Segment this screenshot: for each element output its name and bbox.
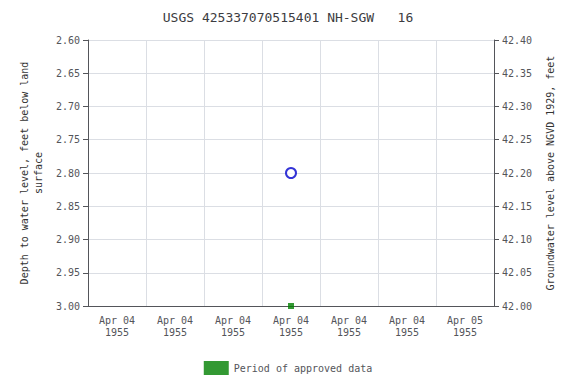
svg-text:1955: 1955 [221, 327, 245, 338]
svg-text:Apr 04: Apr 04 [273, 315, 309, 326]
svg-text:42.40: 42.40 [502, 35, 532, 46]
svg-text:1955: 1955 [453, 327, 477, 338]
svg-text:Apr 04: Apr 04 [215, 315, 251, 326]
svg-text:2.90: 2.90 [56, 234, 80, 245]
svg-text:surface: surface [33, 152, 44, 194]
svg-text:Apr 04: Apr 04 [389, 315, 425, 326]
svg-text:1955: 1955 [395, 327, 419, 338]
svg-text:Period of approved data: Period of approved data [234, 363, 372, 374]
svg-text:42.05: 42.05 [502, 267, 532, 278]
svg-text:Apr 04: Apr 04 [157, 315, 193, 326]
svg-text:42.10: 42.10 [502, 234, 532, 245]
svg-text:2.95: 2.95 [56, 267, 80, 278]
svg-text:42.35: 42.35 [502, 68, 532, 79]
svg-text:42.30: 42.30 [502, 101, 532, 112]
svg-text:42.25: 42.25 [502, 134, 532, 145]
svg-text:42.00: 42.00 [502, 301, 532, 312]
svg-text:2.65: 2.65 [56, 68, 80, 79]
svg-text:42.20: 42.20 [502, 168, 532, 179]
svg-text:1955: 1955 [337, 327, 361, 338]
svg-text:42.15: 42.15 [502, 201, 532, 212]
svg-text:Groundwater level above NGVD 1: Groundwater level above NGVD 1929, feet [545, 56, 556, 291]
svg-text:2.80: 2.80 [56, 168, 80, 179]
svg-text:2.85: 2.85 [56, 201, 80, 212]
svg-text:Apr 05: Apr 05 [447, 315, 483, 326]
svg-text:2.60: 2.60 [56, 35, 80, 46]
svg-text:1955: 1955 [163, 327, 187, 338]
svg-text:1955: 1955 [279, 327, 303, 338]
svg-text:1955: 1955 [105, 327, 129, 338]
svg-text:2.70: 2.70 [56, 101, 80, 112]
svg-text:Apr 04: Apr 04 [331, 315, 367, 326]
svg-text:USGS 425337070515401 NH-SGW: USGS 425337070515401 NH-SGW 16 [163, 10, 413, 25]
svg-text:Depth to water level, feet bel: Depth to water level, feet below land [19, 62, 30, 285]
svg-text:3.00: 3.00 [56, 301, 80, 312]
svg-text:2.75: 2.75 [56, 134, 80, 145]
svg-text:Apr 04: Apr 04 [99, 315, 135, 326]
